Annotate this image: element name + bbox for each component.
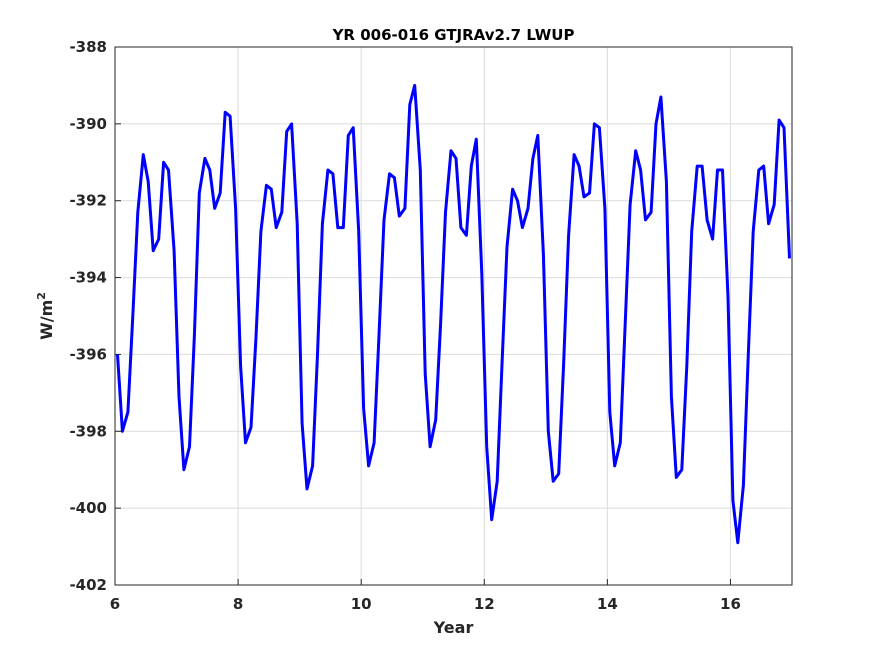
x-tick-label: 16 (720, 595, 741, 613)
y-tick-label: -400 (69, 499, 107, 517)
x-tick-label: 12 (474, 595, 495, 613)
series-line (116, 83, 791, 545)
y-tick-label: -402 (69, 576, 107, 594)
y-tick-label: -396 (69, 345, 107, 363)
y-tick-label: -392 (69, 192, 107, 210)
x-tick-label: 10 (351, 595, 372, 613)
chart-title: YR 006-016 GTJRAv2.7 LWUP (332, 26, 575, 44)
x-axis-label: Year (433, 618, 474, 637)
x-tick-labels: 6 8 10 12 14 16 (110, 595, 741, 613)
y-tick-labels: -402 -400 -398 -396 -394 -392 -390 -388 (69, 38, 107, 594)
x-tick-label: 8 (233, 595, 243, 613)
x-tick-label: 6 (110, 595, 120, 613)
y-axis-label: W/m2 (35, 292, 56, 340)
y-tick-label: -394 (69, 269, 107, 287)
y-axis-label-unit: W/m (37, 300, 56, 340)
y-tick-label: -390 (69, 115, 107, 133)
y-tick-label: -388 (69, 38, 107, 56)
grid-lines (114, 46, 792, 586)
y-tick-label: -398 (69, 422, 107, 440)
x-tick-label: 14 (597, 595, 618, 613)
y-axis-label-superscript: 2 (35, 292, 48, 300)
plot-area-frame (114, 46, 793, 586)
